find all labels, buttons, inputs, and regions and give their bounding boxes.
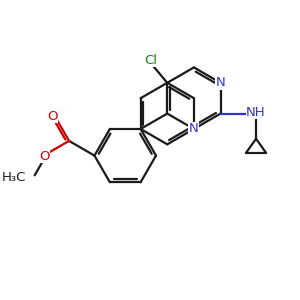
Text: O: O (47, 110, 58, 123)
Text: N: N (216, 76, 225, 89)
Text: NH: NH (246, 106, 266, 119)
Text: O: O (39, 150, 50, 163)
Text: N: N (189, 122, 199, 136)
Text: H₃C: H₃C (2, 171, 26, 184)
Text: Cl: Cl (145, 54, 158, 67)
